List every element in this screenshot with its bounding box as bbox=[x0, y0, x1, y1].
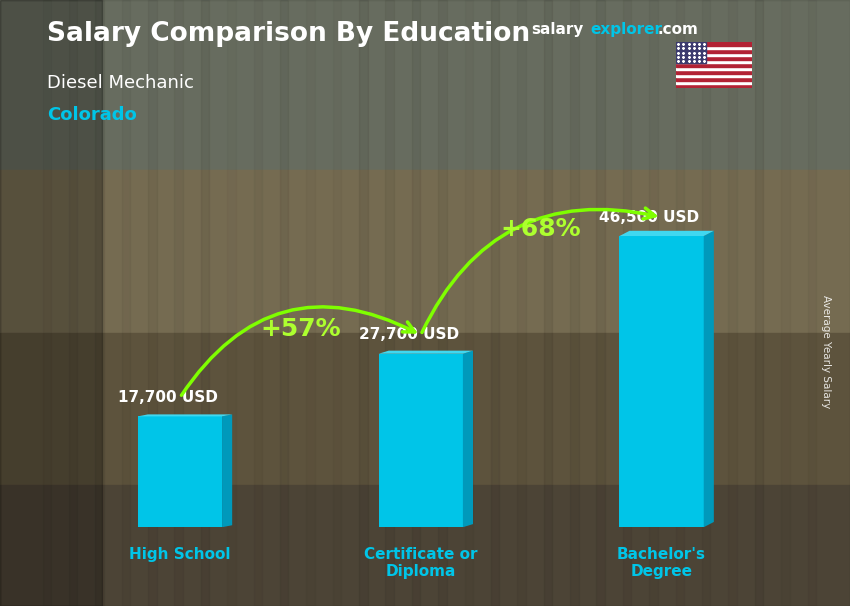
Bar bbox=[728, 0, 737, 606]
Bar bbox=[280, 0, 288, 606]
Text: explorer: explorer bbox=[590, 22, 662, 38]
Bar bbox=[676, 42, 752, 46]
Text: Average Yearly Salary: Average Yearly Salary bbox=[821, 295, 831, 408]
Bar bbox=[42, 0, 51, 606]
Bar bbox=[676, 42, 706, 64]
Text: 17,700 USD: 17,700 USD bbox=[118, 390, 218, 405]
Bar bbox=[148, 0, 156, 606]
Bar bbox=[122, 0, 130, 606]
Bar bbox=[702, 0, 711, 606]
Bar bbox=[676, 46, 752, 50]
Bar bbox=[676, 60, 752, 64]
Bar bbox=[0, 0, 102, 606]
Text: salary: salary bbox=[531, 22, 584, 38]
Polygon shape bbox=[704, 231, 714, 527]
Bar bbox=[201, 0, 209, 606]
Bar bbox=[0, 170, 850, 333]
Text: Diesel Mechanic: Diesel Mechanic bbox=[47, 74, 194, 92]
Bar bbox=[808, 0, 816, 606]
Polygon shape bbox=[222, 415, 232, 527]
Bar bbox=[781, 0, 790, 606]
Text: 27,700 USD: 27,700 USD bbox=[359, 327, 459, 342]
Polygon shape bbox=[378, 351, 473, 354]
Text: +68%: +68% bbox=[501, 216, 581, 241]
Bar bbox=[411, 0, 420, 606]
Bar bbox=[544, 0, 552, 606]
Bar bbox=[676, 84, 752, 88]
Bar bbox=[69, 0, 77, 606]
Bar bbox=[620, 236, 704, 527]
Text: .com: .com bbox=[657, 22, 698, 38]
Bar bbox=[95, 0, 104, 606]
Text: 46,500 USD: 46,500 USD bbox=[599, 210, 700, 225]
Bar bbox=[0, 485, 850, 606]
Polygon shape bbox=[138, 415, 232, 416]
Polygon shape bbox=[620, 231, 714, 236]
Bar bbox=[385, 0, 394, 606]
Text: +57%: +57% bbox=[260, 317, 341, 341]
Bar bbox=[138, 416, 222, 527]
Bar bbox=[649, 0, 658, 606]
Bar bbox=[676, 67, 752, 70]
Text: Salary Comparison By Education: Salary Comparison By Education bbox=[47, 21, 530, 47]
Bar bbox=[676, 53, 752, 56]
Bar bbox=[0, 333, 850, 485]
Bar bbox=[676, 0, 684, 606]
Bar bbox=[676, 50, 752, 53]
Bar bbox=[306, 0, 314, 606]
Bar bbox=[439, 0, 447, 606]
Bar bbox=[378, 354, 463, 527]
Bar bbox=[359, 0, 367, 606]
Bar bbox=[676, 64, 752, 67]
Bar bbox=[570, 0, 579, 606]
Bar bbox=[465, 0, 473, 606]
Bar bbox=[676, 70, 752, 74]
Bar bbox=[174, 0, 183, 606]
Bar bbox=[227, 0, 235, 606]
Bar bbox=[623, 0, 632, 606]
Bar bbox=[676, 78, 752, 81]
Bar bbox=[491, 0, 500, 606]
Bar bbox=[676, 56, 752, 60]
Bar bbox=[676, 81, 752, 84]
Bar bbox=[755, 0, 763, 606]
Bar bbox=[0, 0, 850, 170]
Text: Colorado: Colorado bbox=[47, 106, 137, 124]
Bar bbox=[676, 74, 752, 78]
Bar bbox=[253, 0, 262, 606]
Bar bbox=[332, 0, 341, 606]
Bar bbox=[518, 0, 526, 606]
Bar bbox=[597, 0, 605, 606]
Polygon shape bbox=[463, 351, 473, 527]
